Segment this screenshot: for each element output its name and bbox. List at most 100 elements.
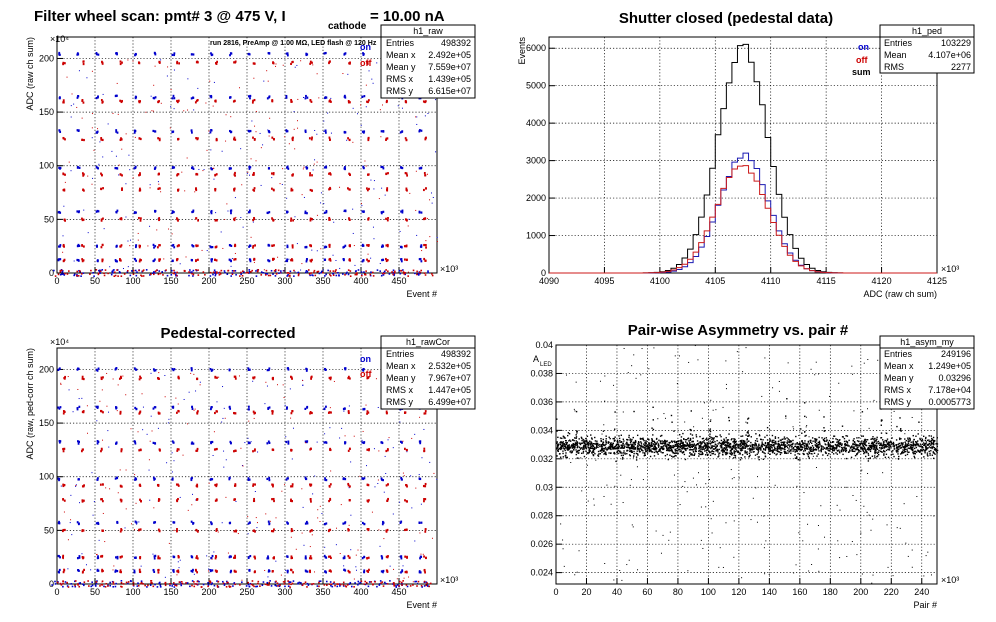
p1-point xyxy=(400,270,402,272)
p4-point xyxy=(844,445,846,447)
p3-point xyxy=(75,485,77,487)
p1-point xyxy=(103,274,106,277)
p3-point xyxy=(191,407,194,410)
p1-point xyxy=(59,245,61,248)
p1-point xyxy=(168,228,170,230)
p1-point xyxy=(329,172,332,175)
p1-point xyxy=(311,258,313,261)
p1-point xyxy=(332,270,335,272)
p1-point xyxy=(134,258,136,261)
p4-point xyxy=(691,441,693,443)
p3-point xyxy=(399,501,401,503)
p4-point xyxy=(578,452,580,454)
p4-point xyxy=(922,448,925,451)
p1-point xyxy=(154,167,156,170)
p3-point xyxy=(270,585,273,587)
p1-point xyxy=(308,137,311,140)
p1-point xyxy=(379,270,382,272)
p3-point xyxy=(115,367,118,370)
p4-point xyxy=(684,439,687,441)
p1-point xyxy=(160,102,162,104)
p3-point xyxy=(78,440,81,443)
p3-point xyxy=(248,568,251,572)
p3-point xyxy=(195,529,198,532)
p4-point xyxy=(787,441,790,443)
p3-point xyxy=(304,476,307,479)
p4-point xyxy=(907,437,909,439)
p4-point xyxy=(756,440,759,442)
p1-point xyxy=(392,273,394,276)
p4-point xyxy=(721,443,723,445)
p4-point xyxy=(620,434,623,436)
p1-point xyxy=(127,240,129,242)
p3-point xyxy=(106,405,108,407)
p4-point xyxy=(667,443,670,446)
p1-point xyxy=(66,76,68,78)
p4-point xyxy=(732,441,734,443)
p3-point xyxy=(328,499,330,503)
p4-point xyxy=(644,443,647,445)
p1-point xyxy=(61,271,64,273)
p4-point xyxy=(673,440,675,442)
p3-point xyxy=(348,377,351,380)
p3-point xyxy=(347,482,350,486)
p4-point xyxy=(917,443,919,445)
p1-point xyxy=(297,98,299,100)
p3-point xyxy=(134,477,137,480)
p4-point xyxy=(772,451,774,453)
p3-point xyxy=(328,555,330,558)
p4-point xyxy=(593,448,596,451)
p1-point xyxy=(161,271,163,273)
p3-point xyxy=(423,580,426,583)
p4-point xyxy=(895,439,898,441)
p4-point xyxy=(878,447,881,449)
p3-point xyxy=(266,477,269,481)
p3-point xyxy=(190,569,193,573)
p1-point xyxy=(185,256,187,258)
p1-point xyxy=(304,271,307,274)
p4-point xyxy=(746,438,748,440)
p3-point xyxy=(272,485,274,488)
p4-point xyxy=(575,453,578,456)
p1-point xyxy=(291,244,294,247)
p4-point xyxy=(647,444,649,446)
p4-point xyxy=(867,454,870,456)
p4-point xyxy=(776,450,779,453)
p3-point xyxy=(190,477,193,480)
p3-point xyxy=(233,530,236,533)
p3-point xyxy=(301,532,303,534)
p4-point xyxy=(580,452,583,455)
p4-point xyxy=(616,442,619,444)
p1-point xyxy=(360,274,363,277)
p1-point xyxy=(176,60,179,64)
p1-point xyxy=(115,94,117,97)
p1-point xyxy=(286,54,289,57)
p3-point xyxy=(324,368,327,371)
p4-point xyxy=(788,448,790,450)
p3-point xyxy=(253,555,256,558)
p3-point xyxy=(269,520,271,522)
p4-point xyxy=(926,448,928,451)
p4-point xyxy=(764,452,766,455)
p1-point xyxy=(367,100,369,104)
p2-x-tick-label: 4090 xyxy=(539,276,559,286)
p1-point xyxy=(348,218,351,221)
p1-point xyxy=(294,148,296,150)
p4-y-tick-label: 0.024 xyxy=(530,568,553,578)
p1-point xyxy=(186,157,188,159)
p4-point xyxy=(777,450,779,453)
p3-point xyxy=(419,532,421,534)
p3-point xyxy=(119,530,122,533)
p1-point xyxy=(122,268,124,270)
p4-point xyxy=(680,439,682,441)
p4-point xyxy=(903,448,906,451)
p1-point xyxy=(265,269,268,272)
p3-point xyxy=(268,476,271,480)
p4-point xyxy=(835,444,837,447)
p4-point xyxy=(576,430,578,433)
p4-point xyxy=(608,436,610,439)
p3-point xyxy=(292,580,295,582)
p1-point xyxy=(267,259,269,262)
p1-point xyxy=(230,167,232,170)
p4-point xyxy=(869,446,871,449)
